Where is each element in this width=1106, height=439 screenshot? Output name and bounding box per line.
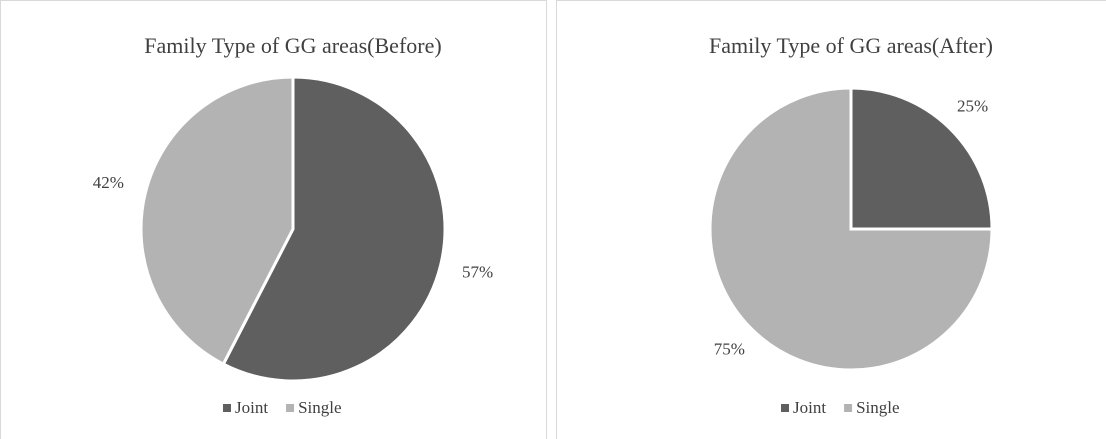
legend-swatch — [223, 404, 231, 412]
pie-slice — [849, 86, 994, 231]
legend-label: Joint — [793, 398, 826, 417]
pie-slice — [139, 75, 295, 367]
data-label: 75% — [714, 340, 745, 359]
data-label: 42% — [93, 173, 124, 192]
legend-swatch — [844, 404, 853, 412]
legend-label: Single — [856, 398, 899, 417]
legend-label: Joint — [235, 398, 268, 417]
legend-swatch — [286, 404, 295, 412]
chart-title: Family Type of GG areas(Before) — [144, 33, 441, 58]
pie-slice — [708, 86, 994, 372]
data-label: 57% — [462, 263, 493, 282]
legend-label: Single — [298, 398, 341, 417]
data-label: 25% — [957, 96, 988, 115]
chart-title: Family Type of GG areas(After) — [709, 33, 993, 58]
legend-swatch — [781, 404, 789, 412]
pie-slice — [221, 75, 447, 383]
